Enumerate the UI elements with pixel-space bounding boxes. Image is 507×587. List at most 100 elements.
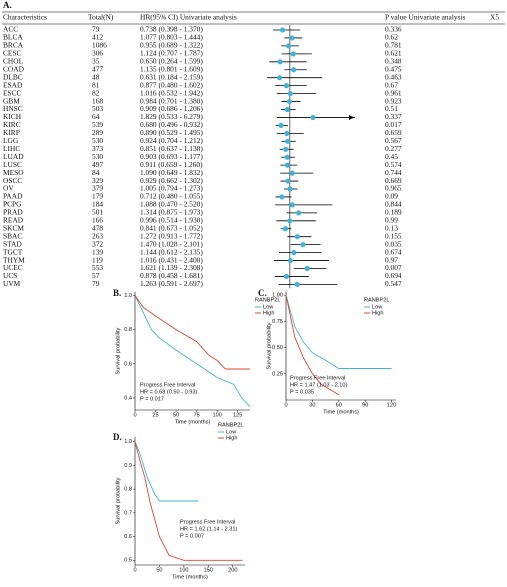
column-header: X5 <box>490 13 499 22</box>
hr-ci: 1.090 (0.649 - 1.832) <box>140 168 203 177</box>
total-n: 82 <box>92 88 100 97</box>
hr-ci: 1.124 (0.707 - 1.787) <box>140 49 203 58</box>
hr-ci: 0.650 (0.264 - 1.599) <box>140 57 203 66</box>
x-tick-label: 100 <box>179 567 188 573</box>
hr-point <box>287 186 293 192</box>
hr-point <box>285 138 291 144</box>
legend-title: RANBP2L <box>218 422 244 428</box>
x-axis-label: Time (months) <box>323 409 359 415</box>
total-n: 79 <box>92 25 100 34</box>
row-label: THYM <box>3 255 25 264</box>
y-axis-label: Survival probability <box>266 322 272 369</box>
total-n: 477 <box>92 64 103 73</box>
p-value: 0.017 <box>385 120 402 129</box>
legend-title: RANBP2L <box>364 297 390 303</box>
hr-ci: 0.738 (0.398 - 1.370) <box>140 25 203 34</box>
hr-point <box>283 146 289 152</box>
y-tick-label: 0.7 <box>124 510 132 516</box>
hr-ci: 1.621 (1.139 - 2.308) <box>140 263 203 272</box>
hr-point <box>279 194 285 200</box>
p-value: 0.67 <box>385 80 398 89</box>
hr-ci: 0.712 (0.480 - 1.055) <box>140 192 203 201</box>
hr-ci: 0.929 (0.662 - 1.302) <box>140 176 203 185</box>
y-tick-label: 0.8 <box>124 327 132 333</box>
p-value: 0.669 <box>385 176 402 185</box>
y-tick-label: 0.9 <box>124 463 132 469</box>
total-n: 84 <box>92 168 100 177</box>
row-label: DLBC <box>3 72 23 81</box>
row-label: LUSC <box>3 160 22 169</box>
p-value: 0.336 <box>385 25 402 34</box>
y-tick-label: 0.50 <box>272 345 283 351</box>
x-tick-label: 60 <box>336 402 342 408</box>
annotation: Progress Free Interval <box>180 519 235 525</box>
y-axis-label: Survival probability <box>115 477 121 524</box>
y-tick-label: 0.25 <box>272 371 283 377</box>
x-tick-label: 100 <box>212 412 221 418</box>
total-n: 412 <box>92 33 103 42</box>
annotation: P = 0.007 <box>180 533 204 539</box>
p-value: 0.189 <box>385 208 402 217</box>
hr-ci: 1.016 (0.431 - 2.400) <box>140 255 203 264</box>
hr-ci: 1.005 (0.794 - 1.273) <box>140 184 203 193</box>
total-n: 119 <box>92 255 103 264</box>
row-label: KIRC <box>3 120 21 129</box>
legend-label: Low <box>372 304 383 310</box>
legend-label: Low <box>263 304 274 310</box>
row-label: KIRP <box>3 128 20 137</box>
hr-ci: 1.829 (0.533 - 6.279) <box>140 112 203 121</box>
total-n: 79 <box>92 279 100 288</box>
p-value: 0.337 <box>385 112 402 121</box>
survival-curve <box>285 295 340 396</box>
row-label: CHOL <box>3 57 24 66</box>
row-label: HNSC <box>3 104 23 113</box>
hr-ci: 0.890 (0.529 - 1.495) <box>140 128 203 137</box>
hr-point <box>289 35 295 41</box>
p-value: 0.035 <box>385 239 402 248</box>
total-n: 64 <box>92 112 100 121</box>
x-tick-label: 200 <box>228 567 237 573</box>
total-n: 530 <box>92 136 103 145</box>
panel-label: C. <box>258 288 267 298</box>
hr-ci: 1.144 (0.612 - 2.135) <box>140 247 203 256</box>
total-n: 329 <box>92 176 103 185</box>
annotation: P = 0.035 <box>290 389 314 395</box>
total-n: 184 <box>92 200 103 209</box>
hr-ci: 0.877 (0.480 - 1.602) <box>140 80 203 89</box>
x-axis-label: Time (months) <box>172 574 208 580</box>
p-value: 0.13 <box>385 223 398 232</box>
hr-ci: 0.909 (0.686 - 1.206) <box>140 104 203 113</box>
total-n: 263 <box>92 231 103 240</box>
hr-point <box>286 43 292 49</box>
hr-ci: 1.470 (1.028 - 2.101) <box>140 239 203 248</box>
survival-curve <box>134 441 243 561</box>
row-label: GBM <box>3 96 20 105</box>
hr-point <box>310 114 316 121</box>
p-value: 0.277 <box>385 144 402 153</box>
total-n: 503 <box>92 104 103 113</box>
p-value: 0.621 <box>385 49 402 58</box>
row-label: KICH <box>3 112 22 121</box>
y-tick-label: 0.4 <box>124 396 132 402</box>
hr-point <box>284 154 290 160</box>
survival-curve <box>134 441 199 502</box>
x-tick-label: 120 <box>387 402 396 408</box>
hr-ci: 0.841 (0.673 - 1.052) <box>140 223 203 232</box>
y-tick-label: 0.75 <box>272 319 283 325</box>
total-n: 81 <box>92 80 100 89</box>
row-label: SKCM <box>3 223 24 232</box>
row-label: PRAD <box>3 208 23 217</box>
p-value: 0.155 <box>385 231 402 240</box>
column-header: Characteristics <box>3 13 47 22</box>
row-label: PCPG <box>3 200 22 209</box>
hr-point <box>279 27 286 33</box>
y-tick-label: 1.00 <box>272 293 283 299</box>
total-n: 501 <box>92 208 103 217</box>
total-n: 379 <box>92 184 103 193</box>
row-label: BLCA <box>3 33 23 42</box>
p-value: 0.348 <box>385 57 402 66</box>
x-tick-label: 50 <box>156 567 162 573</box>
p-value: 0.844 <box>385 200 402 209</box>
row-label: READ <box>3 216 24 225</box>
